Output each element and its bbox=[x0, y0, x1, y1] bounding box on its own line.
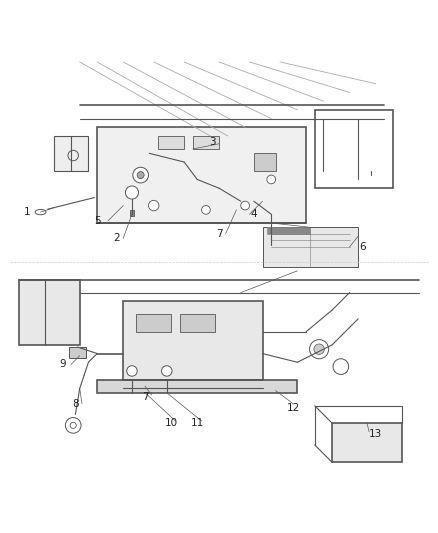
Bar bbox=[254, 154, 276, 171]
Bar bbox=[158, 136, 184, 149]
Text: 6: 6 bbox=[359, 242, 366, 252]
Bar bbox=[193, 136, 219, 149]
Bar bbox=[53, 136, 88, 171]
Bar bbox=[19, 279, 80, 345]
Circle shape bbox=[310, 340, 328, 359]
Circle shape bbox=[241, 201, 250, 210]
Bar bbox=[130, 210, 134, 216]
Circle shape bbox=[125, 186, 138, 199]
Bar bbox=[315, 110, 393, 188]
Text: 13: 13 bbox=[369, 429, 382, 439]
Circle shape bbox=[137, 172, 144, 179]
Bar bbox=[69, 347, 86, 358]
Text: 7: 7 bbox=[142, 392, 148, 402]
Text: 7: 7 bbox=[215, 229, 223, 239]
Text: 3: 3 bbox=[209, 138, 216, 148]
Text: 12: 12 bbox=[286, 403, 300, 413]
Bar bbox=[136, 314, 171, 332]
Ellipse shape bbox=[35, 209, 46, 215]
Circle shape bbox=[314, 344, 324, 354]
Bar bbox=[262, 228, 358, 266]
Bar bbox=[267, 228, 311, 234]
Bar bbox=[134, 384, 138, 391]
Text: 11: 11 bbox=[191, 418, 204, 428]
Circle shape bbox=[70, 422, 76, 429]
Bar bbox=[97, 379, 297, 393]
Text: 9: 9 bbox=[59, 359, 66, 369]
Text: 10: 10 bbox=[165, 418, 178, 428]
Circle shape bbox=[162, 366, 172, 376]
Circle shape bbox=[65, 417, 81, 433]
Text: 5: 5 bbox=[94, 216, 100, 226]
Text: 8: 8 bbox=[72, 399, 79, 409]
Bar bbox=[332, 423, 402, 462]
Circle shape bbox=[267, 175, 276, 184]
Circle shape bbox=[127, 366, 137, 376]
Circle shape bbox=[201, 206, 210, 214]
Text: 4: 4 bbox=[251, 209, 257, 219]
Circle shape bbox=[148, 200, 159, 211]
Circle shape bbox=[133, 167, 148, 183]
Bar bbox=[180, 314, 215, 332]
Bar bbox=[158, 384, 162, 391]
Bar bbox=[123, 301, 262, 379]
Bar bbox=[97, 127, 306, 223]
Text: 1: 1 bbox=[24, 207, 31, 217]
Text: 2: 2 bbox=[113, 233, 120, 243]
Circle shape bbox=[333, 359, 349, 375]
